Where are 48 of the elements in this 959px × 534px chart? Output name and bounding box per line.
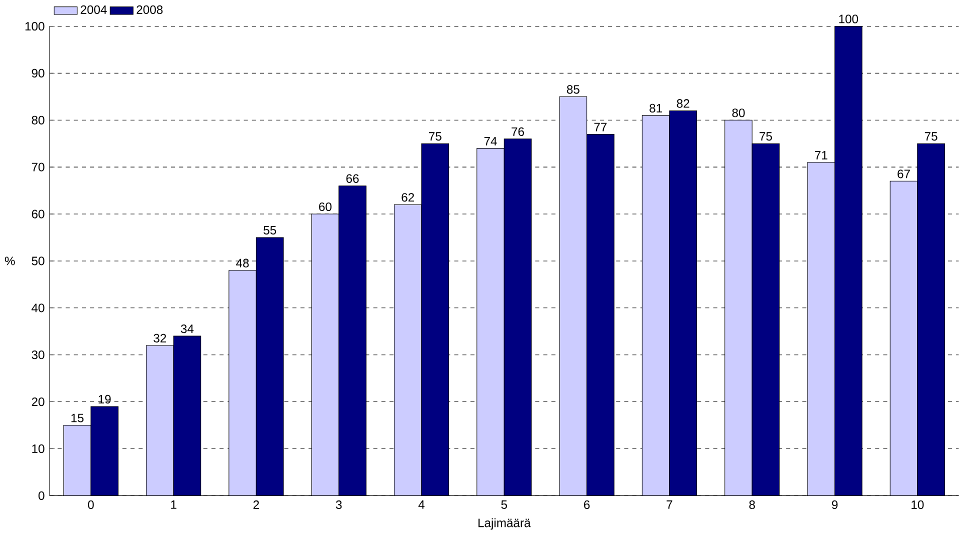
y-tick-label: 40 bbox=[32, 304, 44, 312]
x-tick-label: 8 bbox=[749, 500, 755, 509]
y-tick-label: 0 bbox=[38, 491, 44, 500]
x-tick-label: 0 bbox=[88, 500, 94, 509]
x-tick-label: 1 bbox=[171, 500, 176, 509]
x-tick-label: 7 bbox=[666, 500, 672, 509]
data-label: 77 bbox=[594, 122, 607, 132]
data-label: 55 bbox=[264, 226, 276, 234]
y-tick-label: 90 bbox=[32, 68, 44, 78]
y-tick-label: 70 bbox=[32, 162, 44, 172]
x-tick-label: 2 bbox=[253, 500, 259, 509]
data-label: 60 bbox=[319, 202, 332, 212]
y-tick-label: 100 bbox=[25, 22, 44, 31]
y-tick-label: 20 bbox=[32, 397, 44, 406]
data-label: 48 bbox=[236, 258, 249, 268]
x-tick-label: 3 bbox=[336, 500, 342, 509]
x-tick-label: 6 bbox=[584, 500, 590, 509]
legend-label: 2004 bbox=[80, 5, 107, 14]
x-tick-label: 10 bbox=[912, 500, 924, 509]
y-axis-title: % bbox=[4, 256, 15, 266]
data-label: 74 bbox=[484, 136, 497, 146]
data-label: 76 bbox=[512, 127, 524, 136]
data-label: 19 bbox=[98, 394, 111, 404]
data-label: 80 bbox=[732, 108, 745, 118]
data-label: 34 bbox=[180, 324, 194, 334]
y-tick-label: 30 bbox=[32, 350, 44, 360]
legend-label: 2008 bbox=[136, 5, 163, 14]
data-label: 15 bbox=[71, 414, 84, 422]
data-label: 67 bbox=[898, 170, 910, 178]
x-tick-label: 4 bbox=[418, 500, 425, 509]
y-tick-label: 50 bbox=[32, 256, 44, 266]
data-label: 81 bbox=[650, 104, 662, 112]
data-label: 62 bbox=[402, 193, 414, 202]
data-label: 32 bbox=[154, 334, 166, 342]
data-label: 75 bbox=[429, 132, 442, 141]
data-label: 71 bbox=[814, 151, 828, 160]
data-label: 75 bbox=[924, 132, 938, 141]
data-label: 75 bbox=[760, 132, 772, 141]
x-axis-title: Lajimäärä bbox=[478, 518, 531, 530]
data-label: 85 bbox=[566, 85, 580, 94]
y-tick-label: 80 bbox=[32, 116, 44, 124]
x-tick-label: 9 bbox=[832, 500, 838, 509]
data-label: 82 bbox=[676, 99, 690, 108]
data-label: 66 bbox=[346, 174, 359, 183]
data-label: 100 bbox=[839, 14, 858, 24]
x-tick-label: 5 bbox=[501, 500, 508, 509]
y-tick-label: 10 bbox=[32, 444, 44, 453]
y-tick-label: 60 bbox=[32, 210, 44, 218]
